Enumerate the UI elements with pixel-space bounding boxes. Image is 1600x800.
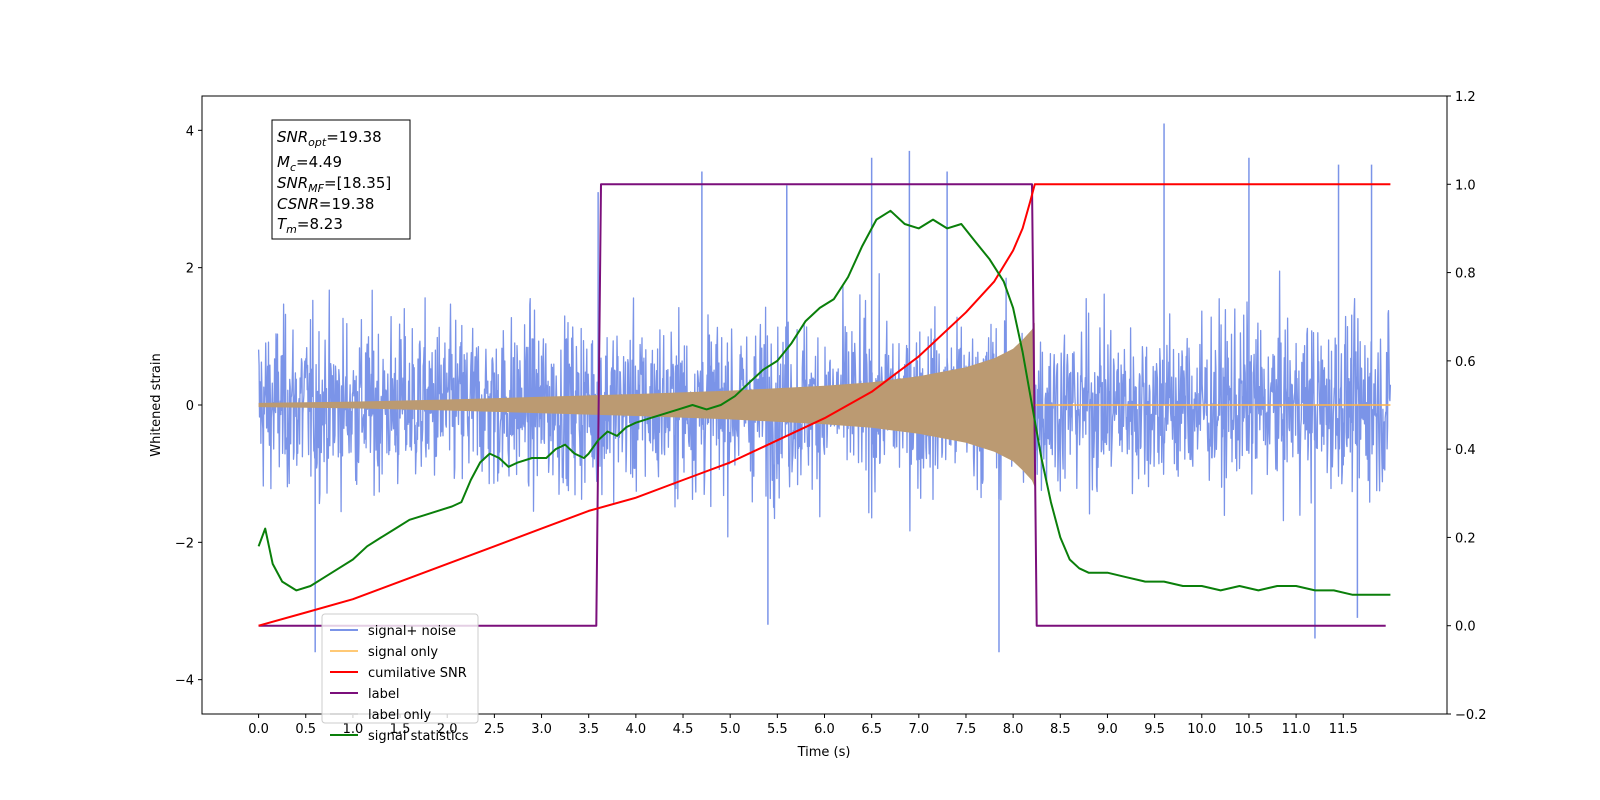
plot-series [257,123,1392,653]
x-tick-label: 0.0 [248,722,269,737]
x-tick-label: 7.0 [908,722,929,737]
x-tick-label: 9.5 [1144,722,1165,737]
x-tick-label: 11.0 [1282,722,1311,737]
info-tm: Tm=8.23 [277,215,343,236]
x-tick-label: 1.5 [390,722,411,737]
x-tick-label: 2.0 [437,722,458,737]
info-snr-opt: SNRopt=19.38 [277,128,382,149]
legend: signal+ noise signal only cumilative SNR la… [321,613,479,744]
y-tick-label: 2 [186,262,194,277]
x-axis: 0.0 0.5 1.0 1.5 2.0 2.5 3.0 3.5 4.0 4.5 5.0 5.5 6.0 6… [248,714,1358,737]
y-axis-left: 4 2 0 −2 −4 [175,124,202,689]
x-tick-label: 11.5 [1329,722,1358,737]
legend-label: signal statistics [368,729,469,744]
y2-tick-label: 0.2 [1455,531,1476,546]
x-tick-label: 6.5 [861,722,882,737]
y2-tick-label: 0.4 [1455,443,1476,458]
x-tick-label: 4.0 [626,722,647,737]
signal-noise-line [257,270,1392,538]
y-axis-right: 1.2 1.0 0.8 0.6 0.4 0.2 0.0 −0.2 [1447,90,1487,723]
info-box-frame [271,119,411,240]
y-tick-label: 0 [186,399,194,414]
x-tick-label: 8.5 [1050,722,1071,737]
signal-only-envelope [258,322,1035,488]
x-tick-label: 1.0 [343,722,364,737]
x-tick-label: 3.0 [531,722,552,737]
x-tick-label: 10.0 [1187,722,1216,737]
x-tick-label: 5.5 [767,722,788,737]
y-tick-label: −4 [175,674,194,689]
legend-label: label only [368,708,431,723]
info-snr-mf: SNRMF=[18.35] [277,174,391,195]
y2-tick-label: 0.0 [1455,620,1476,635]
signal-statistics-line [257,209,1391,596]
x-tick-label: 0.5 [295,722,316,737]
info-mc: Mc=4.49 [277,153,342,174]
x-axis-title: Time (s) [797,745,851,760]
x-tick-label: 7.5 [956,722,977,737]
y2-tick-label: 0.8 [1455,267,1476,282]
y2-tick-label: 0.6 [1455,355,1476,370]
info-box: SNRopt=19.38 Mc=4.49 SNRMF=[18.35] CSNR=… [271,119,411,240]
y2-tick-label: 1.2 [1455,90,1476,105]
x-tick-label: 8.0 [1003,722,1024,737]
legend-frame [321,613,479,724]
x-tick-label: 4.5 [673,722,694,737]
y2-tick-label: 1.0 [1455,178,1476,193]
legend-label: label [368,687,399,702]
x-tick-label: 10.5 [1234,722,1263,737]
x-tick-label: 3.5 [578,722,599,737]
cumulative-snr-line [258,183,1391,627]
info-csnr: CSNR=19.38 [277,195,374,213]
y-tick-label: −2 [175,536,194,551]
y2-tick-label: −0.2 [1455,708,1487,723]
legend-label: signal+ noise [368,624,456,639]
legend-label: signal only [368,645,438,660]
label-line [258,183,1386,627]
x-tick-label: 2.5 [484,722,505,737]
legend-label: cumilative SNR [368,666,467,681]
y-tick-label: 4 [186,124,194,139]
x-tick-label: 5.0 [720,722,741,737]
y-axis-title: Whitened strain [149,353,164,456]
x-tick-label: 6.0 [814,722,835,737]
x-tick-label: 9.0 [1097,722,1118,737]
